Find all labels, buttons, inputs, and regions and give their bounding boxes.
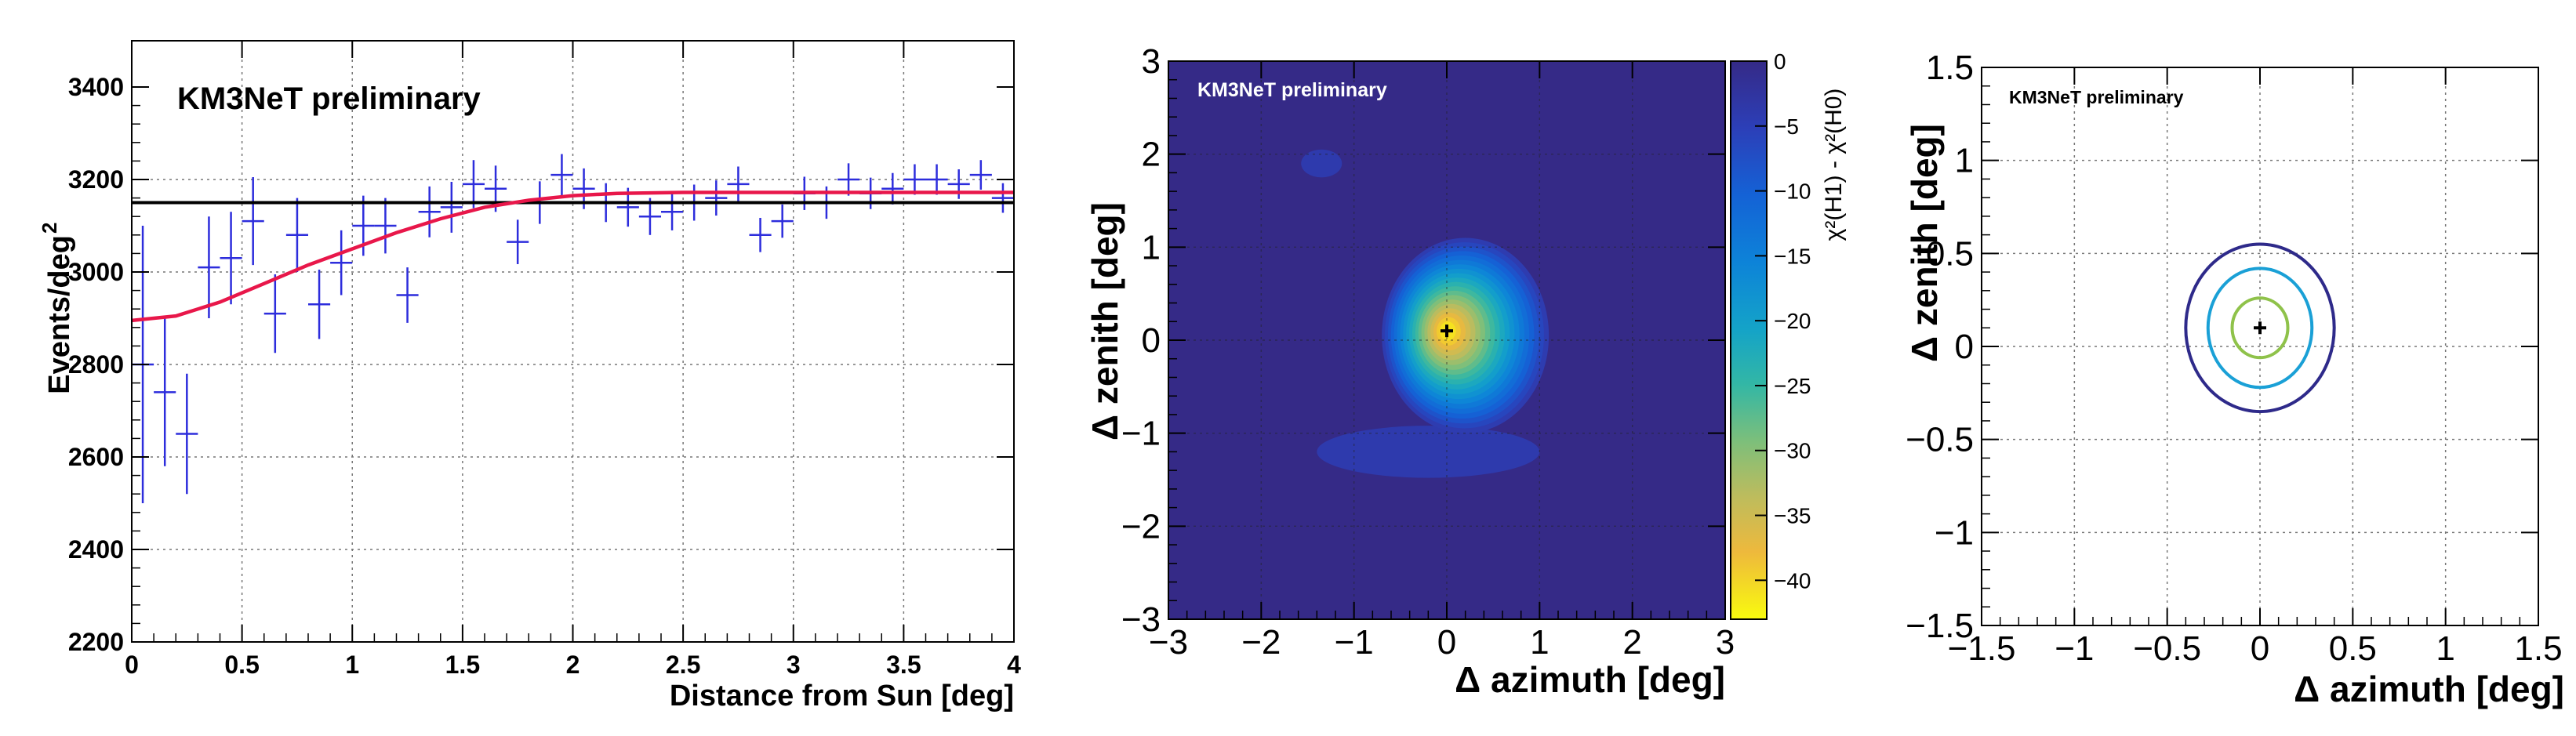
x-tick-label: 3 (1716, 623, 1735, 662)
colorbar-tick-label: −20 (1774, 309, 1811, 333)
y-tick-label: 3000 (68, 258, 124, 286)
y-tick-label: 2200 (68, 628, 124, 656)
contour-x-axis-label: Δ azimuth [deg] (2294, 669, 2564, 709)
ts-map-x-axis-label: Δ azimuth [deg] (1455, 659, 1725, 700)
x-tick-label: 1 (345, 651, 359, 679)
colorbar-tick-label: −30 (1774, 439, 1811, 463)
y-tick-label: 2800 (68, 350, 124, 379)
radial-plot-area (132, 41, 1014, 642)
ts-map-gridlines (1168, 61, 1725, 619)
colorbar-ticks: 0 −5 −10 −15 −20 −25 −30 −35 −40 (1755, 49, 1811, 593)
y-tick-label: 3200 (68, 165, 124, 194)
contour-chart: −1.5 −1 −0.5 0 0.5 1 1.5 −1.5 −1 −0.5 0 0.5 1 1.5 KM… (1904, 49, 2564, 709)
contour-tick-marks (1981, 67, 2539, 626)
x-tick-label: 1.5 (445, 651, 480, 679)
contour-y-axis-label-group: Δ zenith [deg] (1904, 124, 1945, 362)
ts-map-y-axis-label-group: Δ zenith [deg] (1085, 202, 1125, 441)
fit-curve (131, 190, 1014, 323)
ts-map-preliminary-label: KM3NeT preliminary (1197, 79, 1387, 101)
confidence-contour (2184, 242, 2336, 414)
y-tick-label: −3 (1121, 600, 1161, 639)
y-tick-label: −2 (1121, 507, 1161, 546)
x-tick-label: −3 (1149, 623, 1188, 662)
x-tick-label: 2.5 (666, 651, 700, 679)
x-tick-label: 0 (1437, 623, 1456, 662)
spot-blob (1301, 149, 1342, 178)
tail-blob (1317, 426, 1540, 478)
x-tick-label: 2 (1622, 623, 1641, 662)
x-tick-label: −1 (2055, 629, 2094, 668)
y-tick-label: −0.5 (1906, 421, 1974, 459)
colorbar-title: χ²(H1) - χ²(H0) (1821, 89, 1847, 241)
contour-x-tick-labels: −1.5 −1 −0.5 0 0.5 1 1.5 (1948, 629, 2563, 668)
colorbar-tick-label: 0 (1774, 49, 1786, 74)
x-tick-label: −1.5 (1948, 629, 2016, 668)
contour-preliminary-label: KM3NeT preliminary (2009, 87, 2184, 107)
radial-x-tick-labels: 0 0.5 1 1.5 2 2.5 3 3.5 4 (125, 651, 1021, 679)
x-tick-label: 1 (1530, 623, 1549, 662)
contour-y-axis-label: Δ zenith [deg] (1904, 124, 1945, 362)
y-tick-label: 0.5 (1926, 234, 1974, 273)
colorbar-tick-label: −35 (1774, 504, 1811, 528)
y-tick-label: 0 (1955, 328, 1974, 366)
x-tick-label: 0.5 (224, 651, 259, 679)
y-tick-label: 2 (1142, 136, 1161, 174)
colorbar-tick-label: −10 (1774, 179, 1811, 204)
y-tick-label: 1 (1142, 228, 1161, 266)
radial-tick-marks (131, 41, 1015, 643)
x-tick-label: 4 (1007, 651, 1021, 679)
ts-map-filled-contours (1301, 149, 1550, 478)
colorbar-tick-label: −15 (1774, 244, 1811, 268)
y-tick-label: 1.5 (1926, 49, 1974, 87)
radial-preliminary-label: KM3NeT preliminary (177, 82, 481, 116)
x-tick-label: 1 (2436, 629, 2454, 668)
colorbar-tick-label: −40 (1774, 568, 1811, 593)
radial-y-tick-labels: 2200 2400 2600 2800 3000 3200 3400 (68, 73, 124, 656)
x-tick-label: 3.5 (886, 651, 921, 679)
x-tick-label: 2 (566, 651, 580, 679)
ts-map-y-tick-labels: −3 −2 −1 0 1 2 3 (1121, 42, 1161, 639)
y-tick-label: 0 (1142, 321, 1161, 360)
ts-map-y-axis-label: Δ zenith [deg] (1085, 202, 1125, 441)
x-tick-label: −2 (1241, 623, 1281, 662)
y-tick-label: 2400 (68, 535, 124, 564)
x-tick-label: 0 (125, 651, 139, 679)
y-tick-label: −1.5 (1906, 607, 1974, 645)
contour-gridlines (1982, 67, 2538, 625)
colorbar (1731, 61, 1767, 619)
radial-y-axis-label-superscript: 2 (38, 223, 61, 234)
ts-map-tick-marks (1168, 60, 1726, 620)
radial-y-axis-label: Events/deg (43, 235, 76, 394)
radial-distribution-chart: 0 0.5 1 1.5 2 2.5 3 3.5 4 2200 2400 2600 2800 3000 32… (38, 40, 1021, 712)
contour-best-fit-marker (2254, 321, 2266, 335)
x-tick-label: 1.5 (2514, 629, 2562, 668)
x-tick-label: −1 (1335, 623, 1374, 662)
contour-y-tick-labels: −1.5 −1 −0.5 0 0.5 1 1.5 (1906, 49, 1974, 645)
radial-gridlines (132, 41, 1014, 642)
confidence-contours (2184, 242, 2336, 414)
radial-y-axis-label-group: Events/deg 2 (38, 223, 76, 394)
confidence-contour (2230, 296, 2290, 360)
y-tick-label: −1 (1935, 513, 1974, 552)
y-tick-label: 2600 (68, 443, 124, 471)
colorbar-tick-label: −5 (1774, 114, 1799, 139)
ts-map-x-tick-labels: −3 −2 −1 0 1 2 3 (1149, 623, 1735, 662)
y-tick-label: 1 (1955, 142, 1974, 180)
y-tick-label: −1 (1121, 415, 1161, 453)
colorbar-title-group: χ²(H1) - χ²(H0) (1821, 89, 1847, 241)
x-tick-label: 0.5 (2329, 629, 2377, 668)
confidence-contour (2206, 266, 2314, 390)
colorbar-tick-label: −25 (1774, 374, 1811, 398)
ts-map-best-fit-marker (1441, 324, 1453, 338)
y-tick-label: 3400 (68, 73, 124, 101)
radial-x-axis-label: Distance from Sun [deg] (670, 680, 1014, 712)
x-tick-label: −0.5 (2133, 629, 2201, 668)
x-tick-label: 0 (2251, 629, 2269, 668)
y-tick-label: 3 (1142, 42, 1161, 81)
colorbar-frame (1730, 60, 1768, 620)
x-tick-label: 3 (787, 651, 801, 679)
